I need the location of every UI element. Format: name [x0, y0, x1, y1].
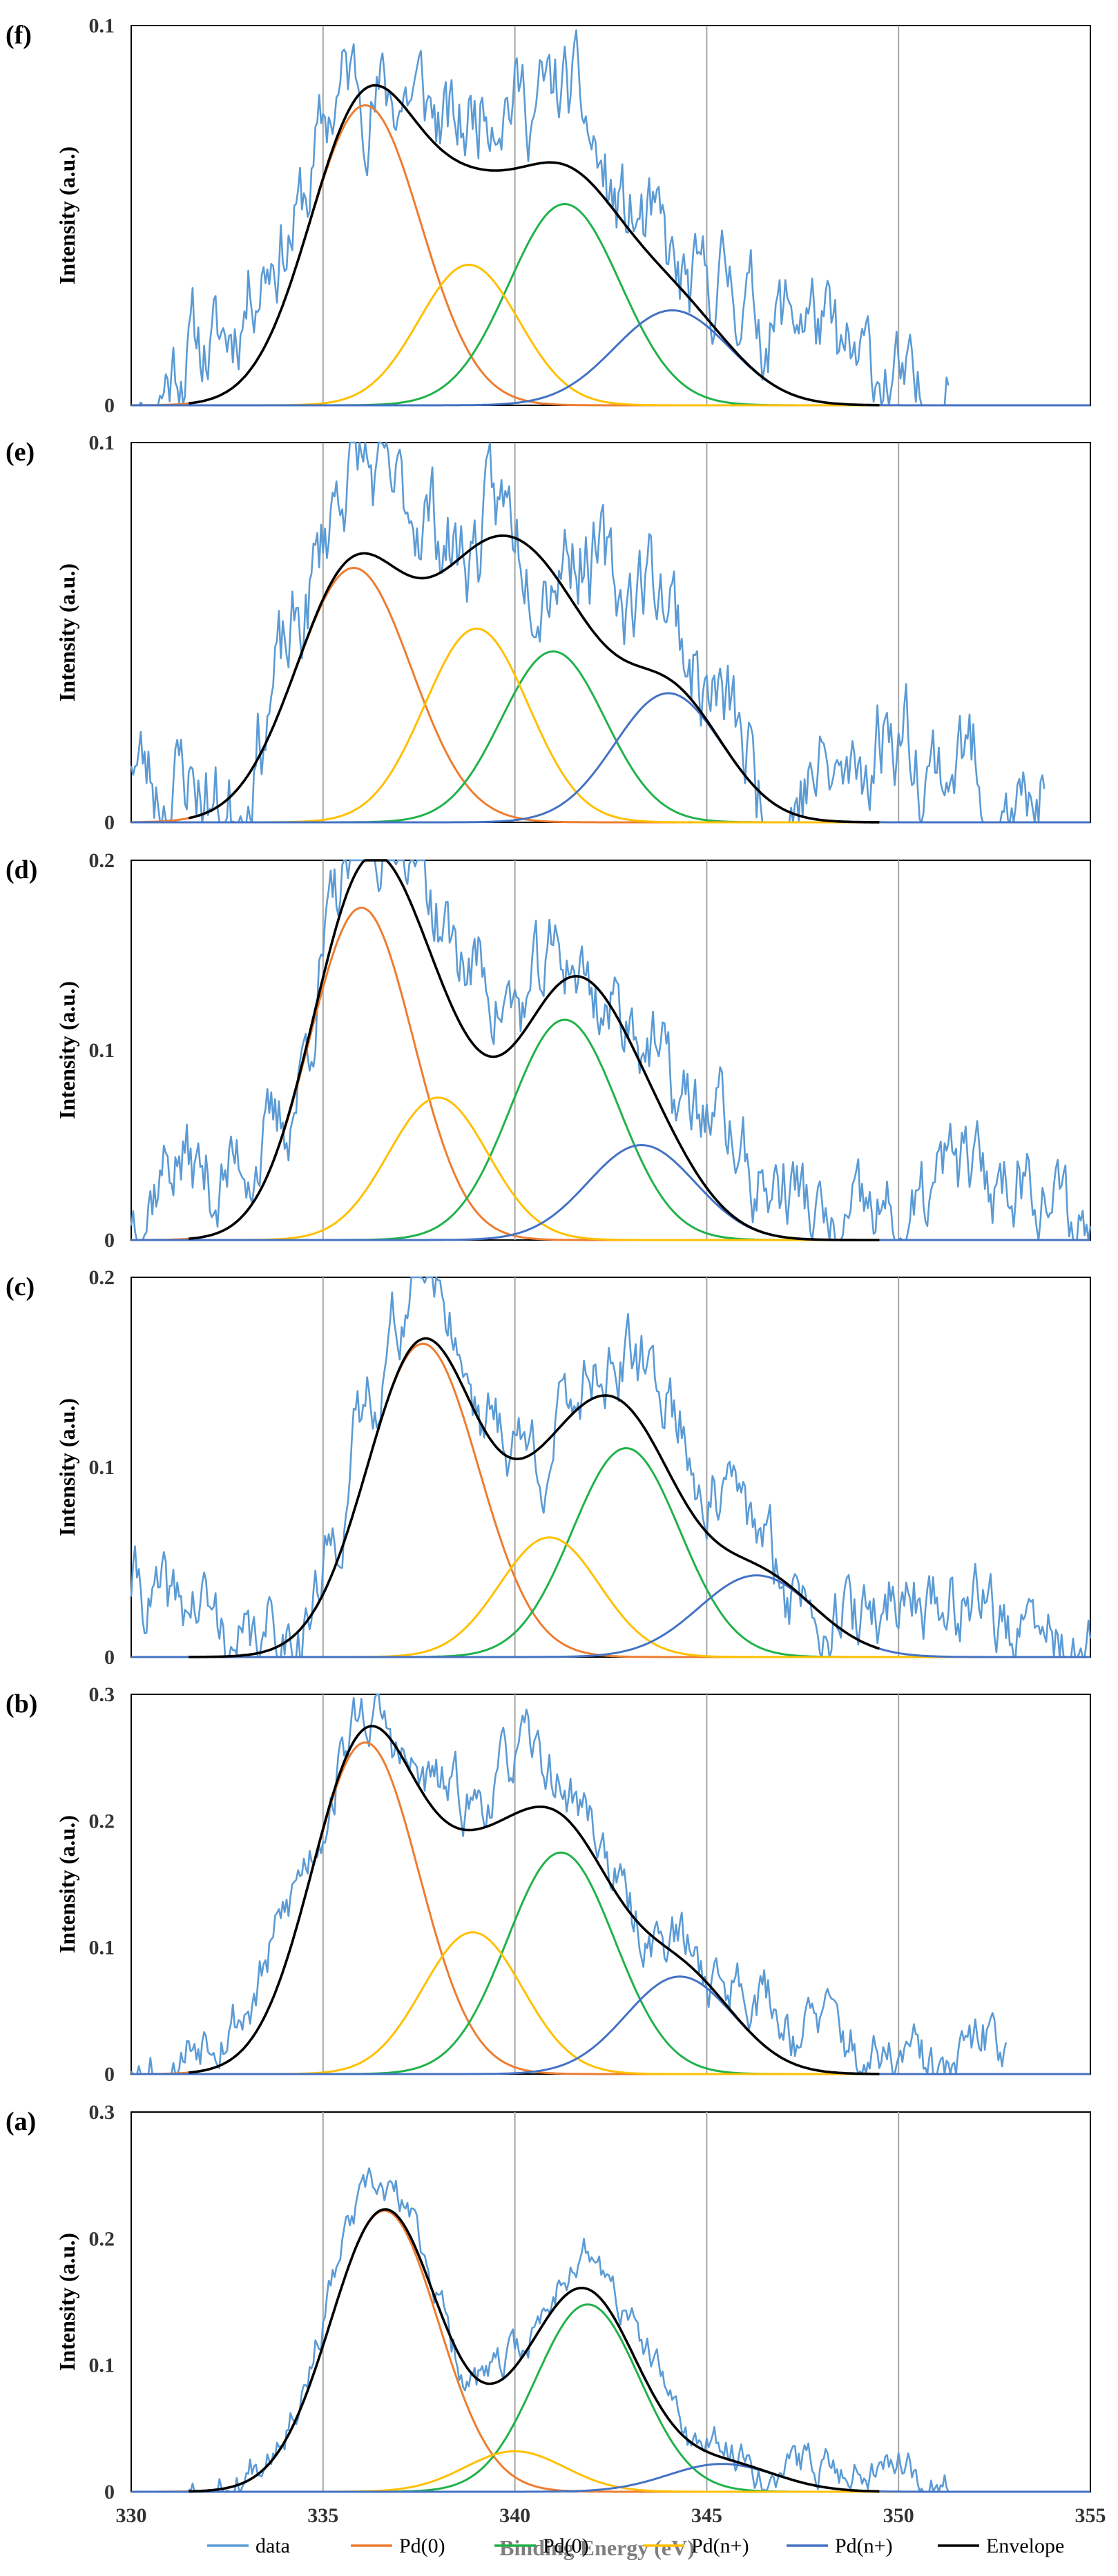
panel-c: (c) Intensity (a.u.) 0 0.1 0.2 — [6, 1266, 1092, 1669]
series-data — [188, 2167, 950, 2493]
y-tick-label: 0.1 — [89, 14, 115, 37]
legend-item: Pd(n+) — [643, 2535, 749, 2557]
legend-item: Pd(0) — [494, 2535, 589, 2557]
y-tick-label: 0 — [104, 2063, 115, 2086]
series-peak-4 — [131, 692, 1090, 824]
series-envelope — [189, 1337, 880, 1658]
y-tick-label: 0.1 — [89, 1937, 115, 1959]
x-tick-label: 330 — [116, 2504, 147, 2527]
y-tick-label: 0.1 — [89, 1039, 115, 1062]
plot-frame — [131, 860, 1091, 1241]
panel-e: (e) Intensity (a.u.) 0 0.1 — [6, 432, 1091, 834]
legend-item: Pd(0) — [351, 2535, 445, 2557]
series-peak-4 — [131, 1574, 1090, 1658]
series-envelope — [188, 534, 880, 824]
series-peak-4 — [131, 1143, 1090, 1241]
series-envelope — [189, 84, 880, 407]
x-tick-label: 335 — [307, 2504, 338, 2527]
panel-a: (a) Intensity (a.u.) 0 0.1 0.2 0.3 — [6, 2101, 1091, 2504]
x-tick-label: 355 — [1075, 2504, 1106, 2527]
y-axis-label: Intensity (a.u.) — [55, 146, 79, 284]
y-axis-label: Intensity (a.u.) — [55, 1815, 79, 1953]
series-data — [130, 859, 1092, 1241]
x-tick-label: 345 — [691, 2504, 722, 2527]
legend-label: Pd(n+) — [691, 2535, 749, 2557]
y-tick-label: 0 — [104, 394, 115, 417]
y-tick-label: 0.2 — [89, 1810, 115, 1832]
series-peak-4 — [131, 1975, 1090, 2075]
panel-d: (d) Intensity (a.u.) 0 0.1 0.2 — [6, 849, 1092, 1252]
y-tick-label: 0.3 — [89, 1683, 115, 1706]
x-tick-label: 340 — [499, 2504, 530, 2527]
y-tick-label: 0.2 — [89, 2227, 115, 2250]
y-tick-label: 0 — [104, 2481, 115, 2504]
legend-label: Pd(0) — [543, 2535, 589, 2557]
legend-item: data — [207, 2535, 290, 2557]
plot-frame — [131, 442, 1091, 823]
legend-label: Pd(n+) — [835, 2535, 893, 2557]
y-axis-label: Intensity (a.u.) — [55, 1398, 79, 1536]
y-tick-label: 0.3 — [89, 2101, 115, 2124]
series-peak-4 — [131, 2463, 1090, 2493]
legend-item: Pd(n+) — [787, 2535, 893, 2557]
panel-b: (b) Intensity (a.u.) 0 0.1 0.2 0.3 — [6, 1683, 1091, 2086]
series-data — [130, 441, 1045, 824]
y-tick-label: 0.1 — [89, 2354, 115, 2377]
y-axis-label: Intensity (a.u.) — [55, 563, 79, 701]
panel-label: (b) — [6, 1689, 37, 1718]
series-envelope — [189, 859, 880, 1241]
legend-label: data — [256, 2535, 290, 2557]
panel-label: (f) — [6, 21, 32, 50]
legend-label: Pd(0) — [399, 2535, 445, 2557]
y-tick-label: 0.2 — [89, 849, 115, 872]
x-tick-label: 350 — [883, 2504, 914, 2527]
legend-label: Envelope — [986, 2535, 1064, 2557]
plot-frame — [131, 25, 1091, 406]
panel-label: (a) — [6, 2107, 36, 2136]
y-tick-label: 0 — [104, 1229, 115, 1252]
series-peak-4 — [131, 309, 1090, 407]
panel-label: (e) — [6, 438, 35, 467]
series-envelope — [189, 2208, 880, 2493]
y-tick-label: 0 — [104, 1646, 115, 1669]
panel-label: (c) — [6, 1272, 35, 1301]
series-data — [130, 1693, 1008, 2075]
legend-item: Envelope — [938, 2535, 1064, 2557]
plot-frame — [131, 2111, 1091, 2492]
y-axis-label: Intensity (a.u.) — [55, 2233, 79, 2371]
panel-f: (f) Intensity (a.u.) 0 0.1 — [6, 14, 1091, 417]
series-data — [130, 1276, 1092, 1658]
series-data — [131, 29, 950, 407]
panel-label: (d) — [6, 855, 37, 884]
y-tick-label: 0.1 — [89, 1456, 115, 1479]
y-tick-label: 0.2 — [89, 1266, 115, 1289]
y-axis-label: Intensity (a.u.) — [55, 981, 79, 1119]
x-axis-label: Binding Energy (eV) — [499, 2535, 695, 2560]
series-envelope — [189, 1725, 880, 2075]
y-tick-label: 0.1 — [89, 432, 115, 454]
y-tick-label: 0 — [104, 811, 115, 834]
